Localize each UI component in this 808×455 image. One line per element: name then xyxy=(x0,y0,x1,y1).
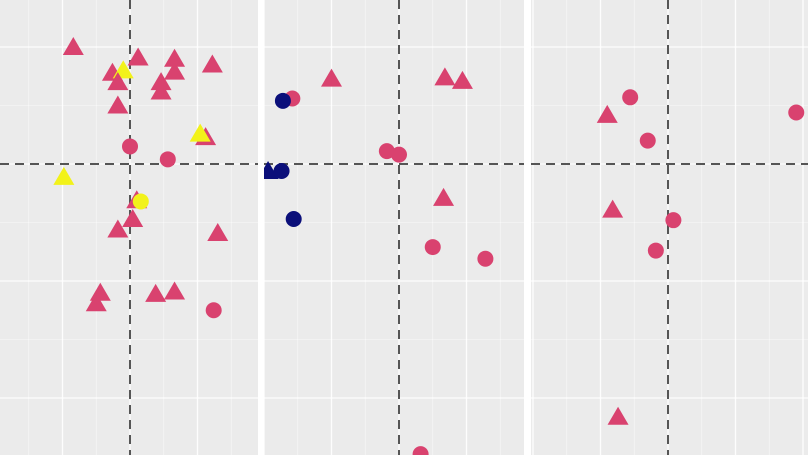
data-points xyxy=(264,67,494,455)
data-point-circle-pink xyxy=(665,212,682,229)
data-point-triangle-pink xyxy=(602,199,624,218)
data-point-triangle-pink xyxy=(433,187,455,206)
data-point-circle-pink xyxy=(412,446,429,455)
data-point-triangle-pink xyxy=(607,406,629,425)
data-point-circle-navy xyxy=(285,210,302,227)
data-point-triangle-pink xyxy=(164,281,186,300)
data-point-triangle-pink xyxy=(107,219,129,238)
data-point-circle-pink xyxy=(477,250,494,267)
panel-2 xyxy=(264,0,524,455)
data-point-triangle-pink xyxy=(145,283,167,302)
data-point-triangle-pink xyxy=(434,67,456,86)
data-points xyxy=(596,89,805,425)
data-point-triangle-pink xyxy=(451,70,473,89)
data-point-triangle-pink xyxy=(62,37,84,55)
data-point-circle-pink xyxy=(205,302,222,319)
data-point-circle-yellow xyxy=(132,193,149,210)
data-point-circle-pink xyxy=(424,239,441,256)
data-point-circle-pink xyxy=(391,146,407,163)
data-point-triangle-pink xyxy=(85,293,107,312)
data-point-triangle-yellow xyxy=(189,123,211,142)
data-point-triangle-pink xyxy=(321,68,342,87)
data-point-triangle-pink xyxy=(107,72,129,91)
data-point-triangle-pink xyxy=(107,95,129,114)
data-points xyxy=(53,37,229,319)
data-point-circle-pink xyxy=(122,138,138,155)
data-point-triangle-pink xyxy=(201,54,223,73)
data-point-triangle-pink xyxy=(164,48,186,67)
data-point-circle-pink xyxy=(378,143,395,160)
data-point-triangle-pink xyxy=(150,72,172,91)
data-point-circle-pink xyxy=(647,242,664,259)
data-point-triangle-pink xyxy=(127,47,149,66)
data-point-circle-navy xyxy=(274,92,291,109)
data-point-triangle-pink xyxy=(122,208,144,227)
data-point-circle-navy xyxy=(273,163,290,180)
data-point-triangle-pink xyxy=(164,61,186,80)
data-point-circle-pink xyxy=(788,104,805,121)
panel-background xyxy=(264,0,524,455)
panel-1 xyxy=(0,0,258,455)
panel-background xyxy=(531,0,808,455)
data-point-triangle-pink xyxy=(150,81,172,100)
data-point-circle-pink xyxy=(639,132,656,149)
data-point-triangle-pink xyxy=(207,223,229,242)
data-point-circle-pink xyxy=(159,151,176,168)
data-point-triangle-pink xyxy=(596,104,618,123)
data-point-triangle-yellow xyxy=(53,166,75,185)
panel-3 xyxy=(531,0,808,455)
data-point-circle-pink xyxy=(622,89,639,106)
